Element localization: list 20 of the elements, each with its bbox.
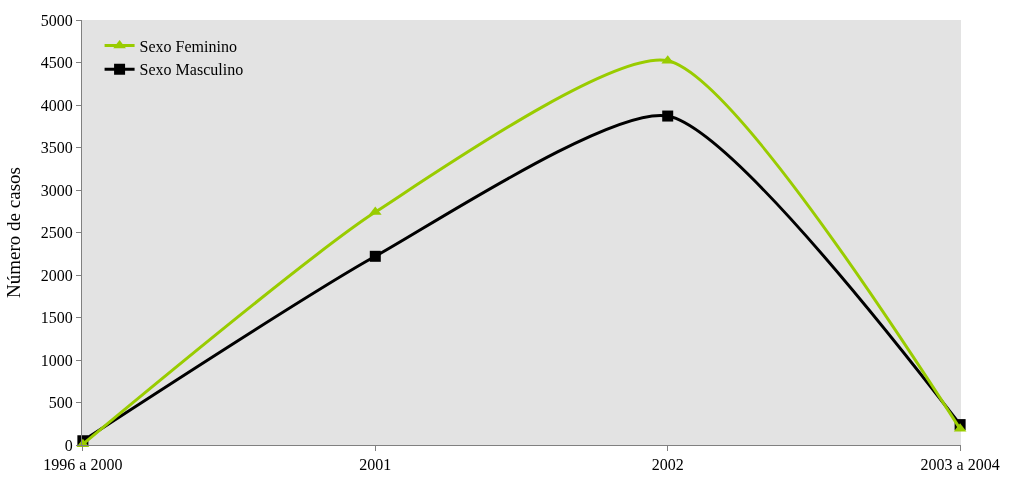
point (662, 110, 674, 122)
y-tick-label: 500 (48, 394, 73, 412)
y-tick-label: 3000 (40, 181, 73, 199)
y-tick-label: 4500 (40, 54, 73, 72)
legend-label: Sexo Masculino (139, 61, 244, 79)
y-tick-label: 1000 (40, 351, 73, 369)
y-axis-title: Número de casos (2, 167, 24, 298)
y-tick-label: 3500 (40, 139, 73, 157)
y-tick-label: 1500 (40, 309, 73, 327)
x-tick-label: 2003 a 2004 (920, 456, 1000, 474)
x-tick-label: 1996 a 2000 (43, 456, 123, 474)
x-tick-label: 2001 (359, 456, 392, 474)
y-tick-label: 2500 (40, 224, 73, 242)
point (369, 250, 381, 262)
legend-label: Sexo Feminino (139, 37, 237, 55)
y-tick-label: 0 (64, 436, 73, 454)
y-tick-label: 2000 (40, 266, 73, 284)
y-tick-label: 5000 (40, 11, 73, 29)
y-tick-label: 4000 (40, 96, 73, 114)
x-tick-label: 2002 (651, 456, 684, 474)
